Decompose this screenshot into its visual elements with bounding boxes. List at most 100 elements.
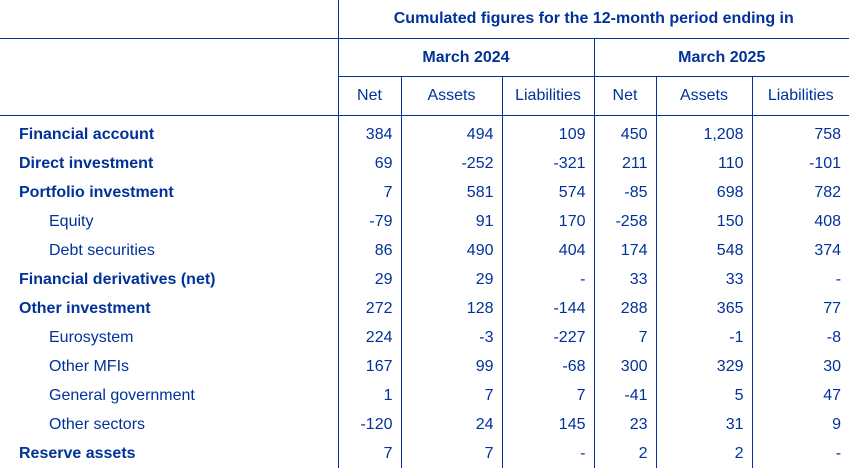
cell-value: 110	[656, 149, 752, 178]
cell-value: 145	[502, 410, 594, 439]
col-assets-2025: Assets	[656, 77, 752, 116]
cell-value: 5	[656, 381, 752, 410]
period-march-2025: March 2025	[594, 39, 849, 77]
cell-value: -3	[401, 323, 502, 352]
cell-value: 7	[502, 381, 594, 410]
cell-value: 374	[752, 236, 849, 265]
cell-value: 33	[656, 265, 752, 294]
cell-value: 329	[656, 352, 752, 381]
cell-value: 494	[401, 116, 502, 150]
cell-value: -85	[594, 178, 656, 207]
col-net-2025: Net	[594, 77, 656, 116]
cell-value: 91	[401, 207, 502, 236]
cell-value: -144	[502, 294, 594, 323]
cell-value: 24	[401, 410, 502, 439]
cell-value: -41	[594, 381, 656, 410]
cell-value: 174	[594, 236, 656, 265]
cell-value: 782	[752, 178, 849, 207]
cell-value: 272	[338, 294, 401, 323]
cell-value: 300	[594, 352, 656, 381]
cell-value: -	[752, 265, 849, 294]
cell-value: 581	[401, 178, 502, 207]
cell-value: -101	[752, 149, 849, 178]
row-label: Equity	[0, 207, 338, 236]
cell-value: 7	[594, 323, 656, 352]
cell-value: 7	[401, 381, 502, 410]
cell-value: -252	[401, 149, 502, 178]
cell-value: 29	[338, 265, 401, 294]
header-corner	[0, 0, 338, 39]
cell-value: 548	[656, 236, 752, 265]
cell-value: 288	[594, 294, 656, 323]
cell-value: 23	[594, 410, 656, 439]
period-title: Cumulated figures for the 12-month perio…	[338, 0, 849, 39]
row-label: General government	[0, 381, 338, 410]
col-assets-2024: Assets	[401, 77, 502, 116]
cell-value: 224	[338, 323, 401, 352]
row-label: Debt securities	[0, 236, 338, 265]
cell-value: 47	[752, 381, 849, 410]
period-march-2024: March 2024	[338, 39, 594, 77]
cell-value: 31	[656, 410, 752, 439]
cell-value: 404	[502, 236, 594, 265]
cell-value: 167	[338, 352, 401, 381]
col-liabilities-2025: Liabilities	[752, 77, 849, 116]
row-label: Other MFIs	[0, 352, 338, 381]
cell-value: 490	[401, 236, 502, 265]
cell-value: -68	[502, 352, 594, 381]
cell-value: 1	[338, 381, 401, 410]
cell-value: 86	[338, 236, 401, 265]
cell-value: 574	[502, 178, 594, 207]
header-corner-mid	[0, 39, 338, 77]
cell-value: 698	[656, 178, 752, 207]
cell-value: 30	[752, 352, 849, 381]
cell-value: 128	[401, 294, 502, 323]
cell-value: 7	[338, 178, 401, 207]
cell-value: 365	[656, 294, 752, 323]
cell-value: -1	[656, 323, 752, 352]
col-liabilities-2024: Liabilities	[502, 77, 594, 116]
cell-value: 69	[338, 149, 401, 178]
cell-value: -79	[338, 207, 401, 236]
cell-value: 450	[594, 116, 656, 150]
cell-value: 170	[502, 207, 594, 236]
cell-value: -120	[338, 410, 401, 439]
cell-value: 408	[752, 207, 849, 236]
cell-value: 384	[338, 116, 401, 150]
cell-value: 9	[752, 410, 849, 439]
row-label: Direct investment	[0, 149, 338, 178]
row-label: Other investment	[0, 294, 338, 323]
cell-value: -	[502, 265, 594, 294]
col-net-2024: Net	[338, 77, 401, 116]
header-corner-bottom	[0, 77, 338, 116]
cell-value: 99	[401, 352, 502, 381]
cell-value: 150	[656, 207, 752, 236]
row-label: Other sectors	[0, 410, 338, 439]
row-label: Portfolio investment	[0, 178, 338, 207]
row-label: Eurosystem	[0, 323, 338, 352]
cell-value: -8	[752, 323, 849, 352]
cell-value: -258	[594, 207, 656, 236]
cell-value: 109	[502, 116, 594, 150]
cell-value: -227	[502, 323, 594, 352]
cell-value: 29	[401, 265, 502, 294]
cell-value: 77	[752, 294, 849, 323]
cell-value: 1,208	[656, 116, 752, 150]
cell-value: 33	[594, 265, 656, 294]
cell-value: 211	[594, 149, 656, 178]
cell-value: 758	[752, 116, 849, 150]
cell-value: -321	[502, 149, 594, 178]
